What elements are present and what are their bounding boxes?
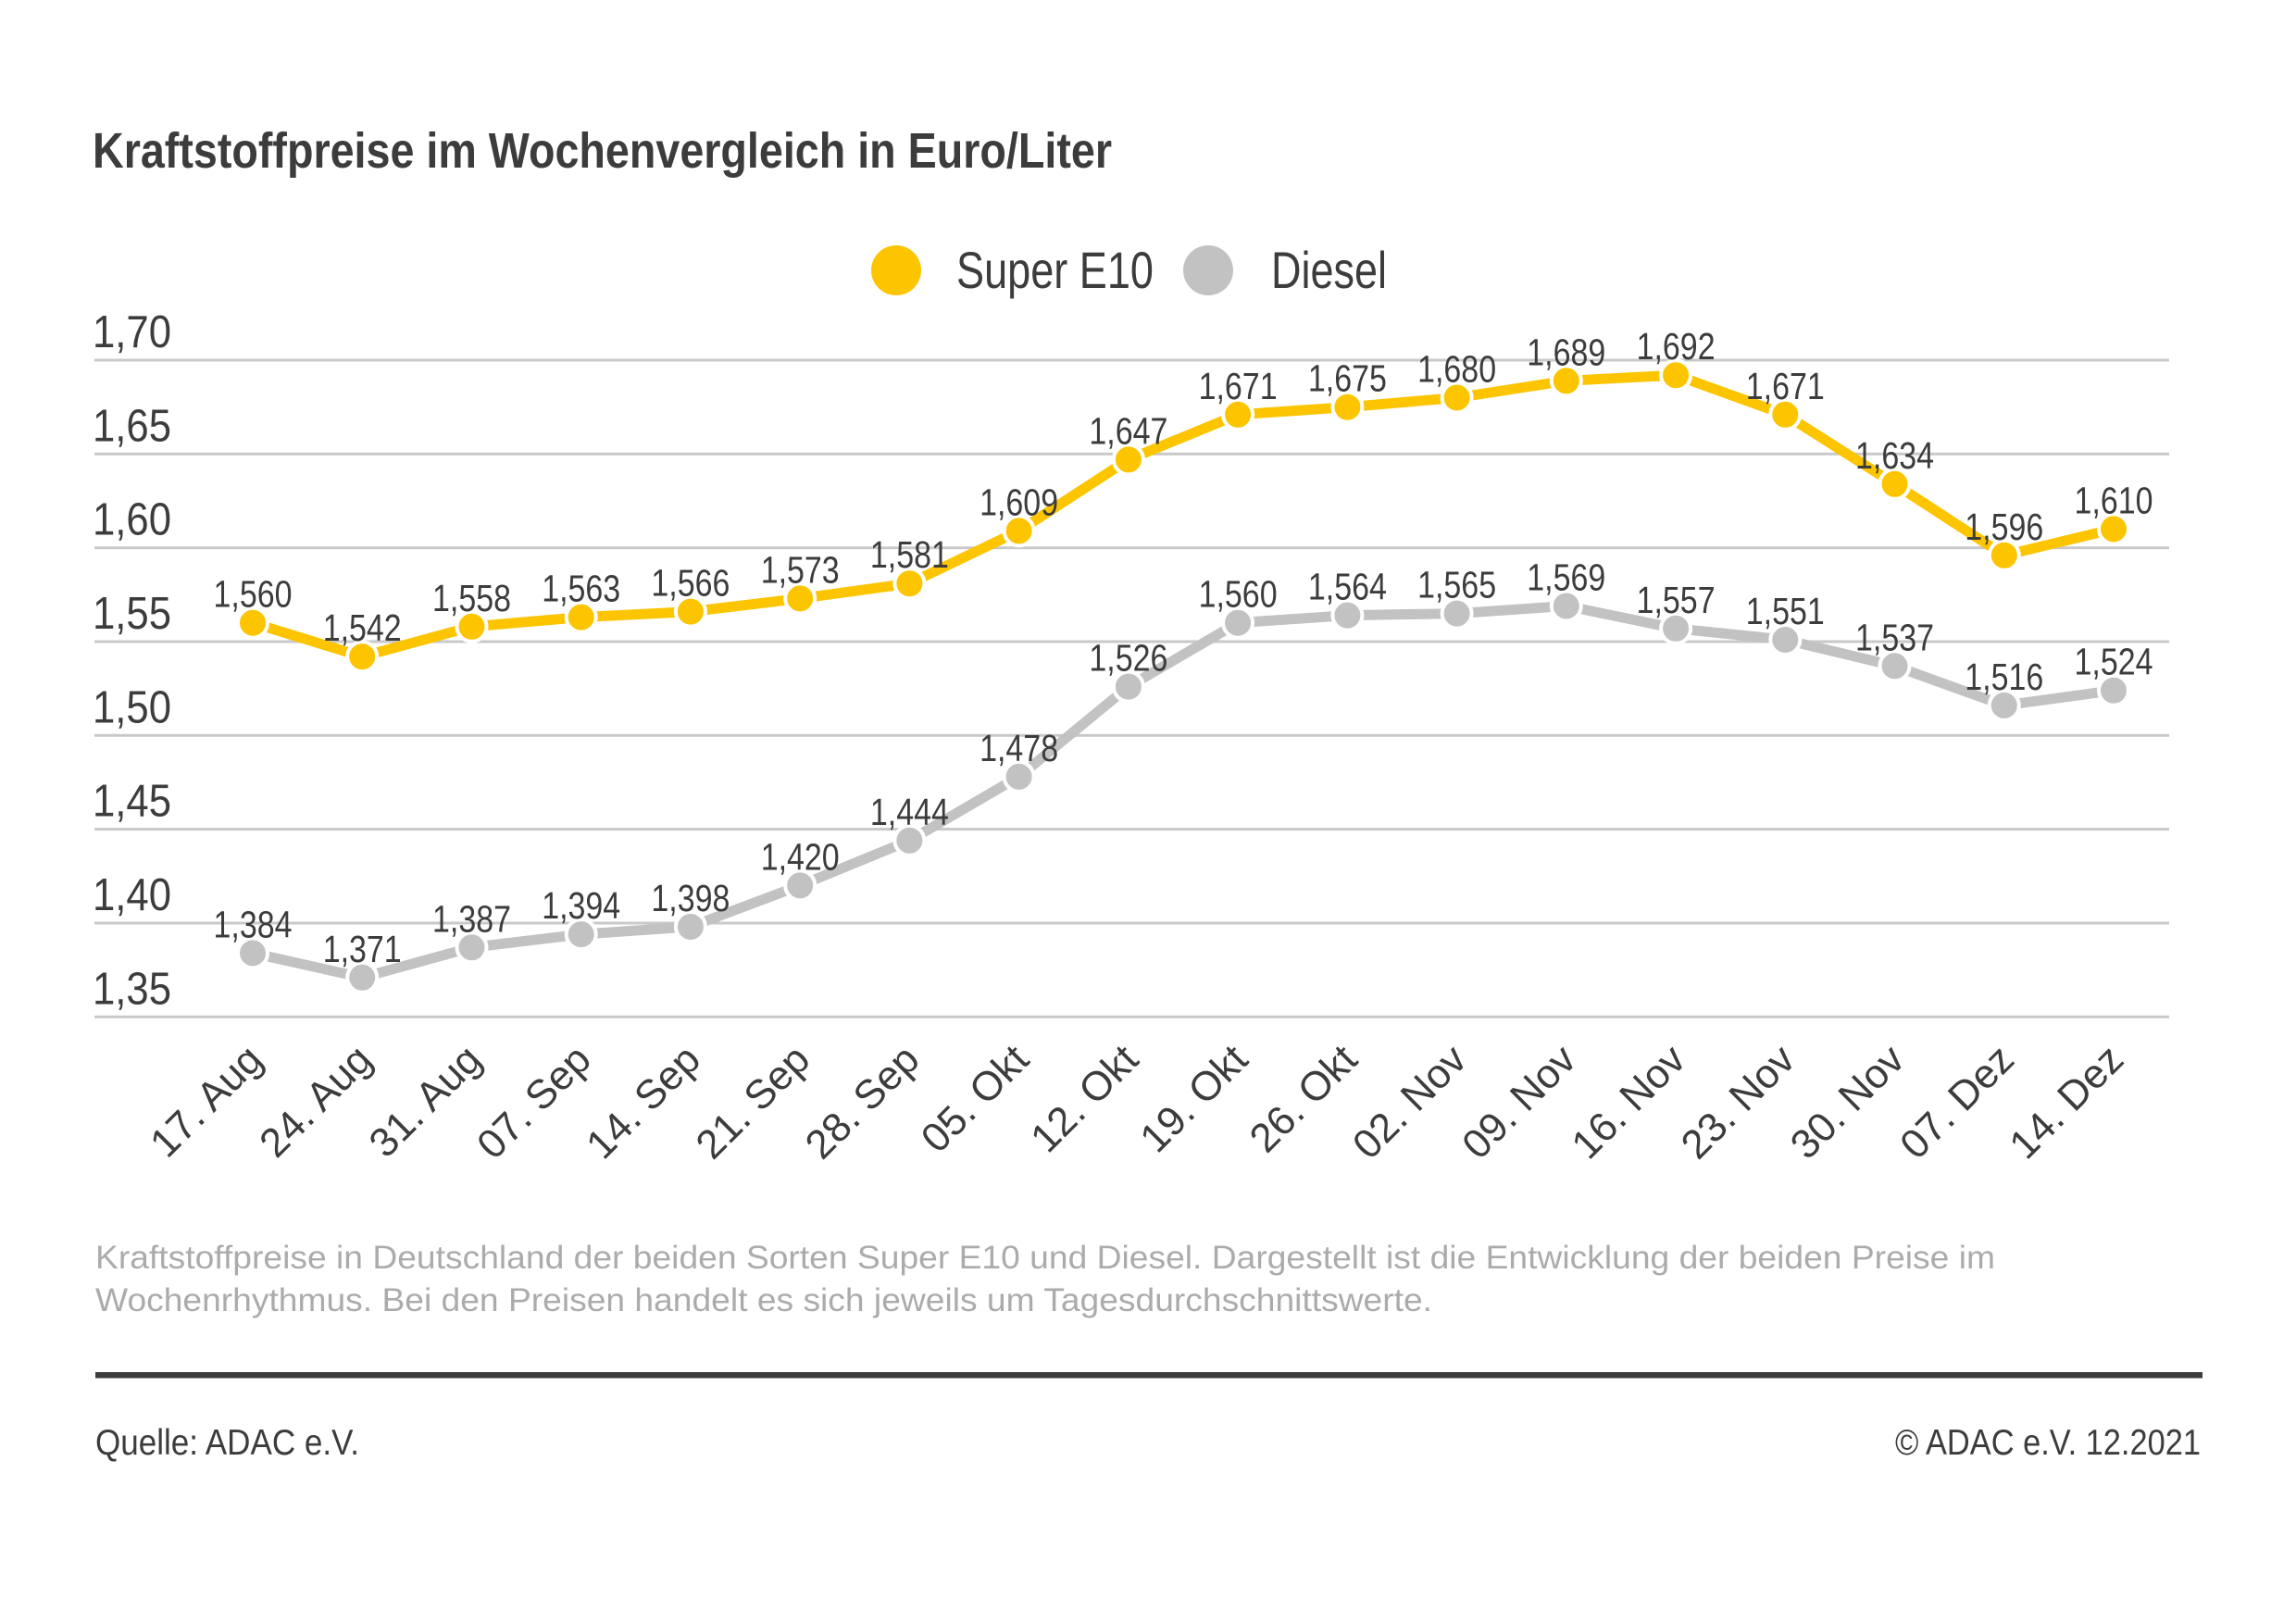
svg-text:1,50: 1,50 (93, 682, 171, 732)
svg-text:1,65: 1,65 (93, 401, 171, 451)
svg-text:Quelle: ADAC e.V.: Quelle: ADAC e.V. (95, 1423, 359, 1463)
svg-text:1,563: 1,563 (542, 568, 620, 610)
svg-text:1,45: 1,45 (93, 777, 171, 827)
svg-text:1,557: 1,557 (1637, 579, 1716, 621)
svg-text:1,564: 1,564 (1308, 566, 1387, 608)
svg-text:1,610: 1,610 (2075, 479, 2153, 521)
svg-text:Super E10: Super E10 (956, 241, 1154, 299)
svg-text:1,551: 1,551 (1746, 590, 1825, 632)
svg-text:1,671: 1,671 (1199, 365, 1278, 407)
svg-text:1,675: 1,675 (1308, 357, 1387, 400)
svg-text:1,581: 1,581 (870, 533, 949, 576)
svg-text:1,526: 1,526 (1089, 637, 1167, 680)
svg-text:1,537: 1,537 (1855, 616, 1934, 658)
svg-text:Kraftstoffpreise in Deutschlan: Kraftstoffpreise in Deutschland der beid… (95, 1240, 1995, 1276)
svg-text:1,569: 1,569 (1527, 556, 1605, 599)
svg-text:1,420: 1,420 (761, 835, 840, 878)
svg-text:1,542: 1,542 (323, 606, 402, 649)
svg-text:1,558: 1,558 (432, 577, 511, 619)
svg-text:1,371: 1,371 (323, 928, 402, 970)
svg-text:1,596: 1,596 (1965, 506, 2043, 548)
svg-text:1,692: 1,692 (1637, 325, 1716, 368)
svg-text:Wochenrhythmus. Bei den Preise: Wochenrhythmus. Bei den Preisen handelt … (95, 1282, 1432, 1318)
svg-text:1,60: 1,60 (93, 495, 171, 545)
svg-text:1,40: 1,40 (93, 870, 171, 920)
svg-text:1,573: 1,573 (761, 548, 840, 591)
svg-text:1,524: 1,524 (2075, 641, 2153, 683)
svg-text:1,384: 1,384 (214, 903, 293, 945)
svg-text:1,478: 1,478 (980, 727, 1058, 769)
svg-text:1,560: 1,560 (214, 573, 293, 616)
svg-text:1,560: 1,560 (1199, 573, 1278, 616)
svg-text:© ADAC e.V. 12.2021: © ADAC e.V. 12.2021 (1895, 1423, 2201, 1463)
svg-text:1,387: 1,387 (432, 897, 511, 940)
svg-text:Diesel: Diesel (1271, 241, 1387, 299)
svg-text:1,634: 1,634 (1855, 434, 1934, 477)
svg-text:1,671: 1,671 (1746, 365, 1825, 407)
svg-text:1,647: 1,647 (1089, 409, 1167, 452)
svg-text:1,609: 1,609 (980, 481, 1058, 523)
svg-text:1,394: 1,394 (542, 884, 620, 927)
svg-text:Kraftstoffpreise im Wochenverg: Kraftstoffpreise im Wochenvergleich in E… (93, 123, 1112, 179)
svg-text:1,70: 1,70 (93, 307, 171, 357)
svg-text:1,680: 1,680 (1417, 348, 1496, 391)
svg-text:1,689: 1,689 (1527, 331, 1605, 373)
svg-text:1,35: 1,35 (93, 964, 171, 1014)
svg-text:1,516: 1,516 (1965, 656, 2043, 698)
svg-text:1,55: 1,55 (93, 589, 171, 639)
svg-text:1,444: 1,444 (870, 791, 949, 833)
svg-text:1,566: 1,566 (651, 562, 730, 605)
svg-text:1,565: 1,565 (1417, 564, 1496, 606)
svg-text:1,398: 1,398 (651, 877, 730, 919)
